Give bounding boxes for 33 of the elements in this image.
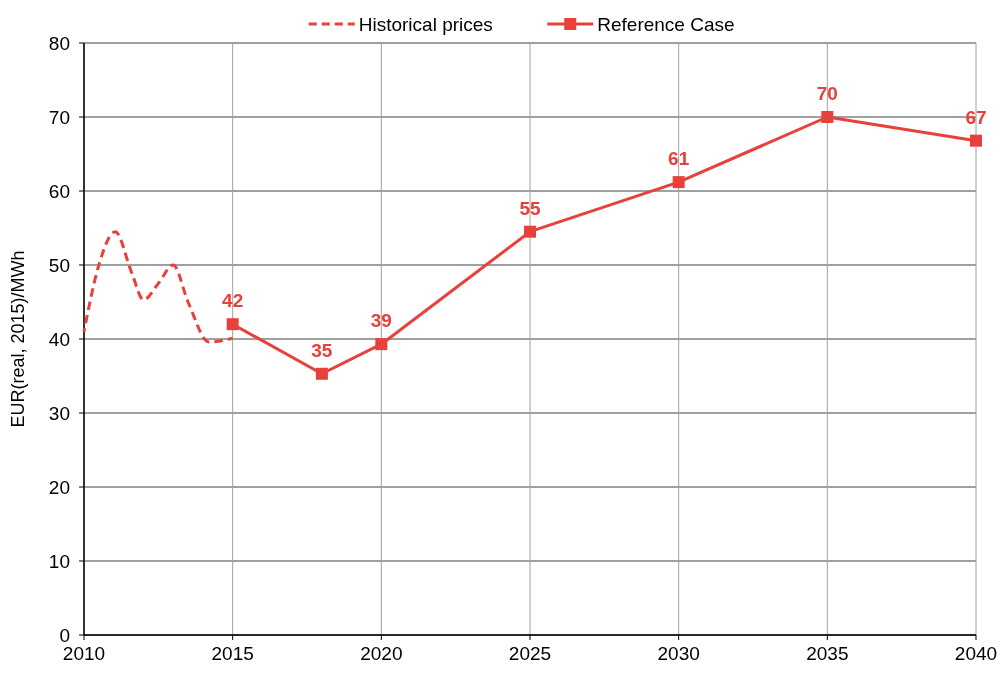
point <box>375 338 388 351</box>
x-tick-label: 2040 <box>954 643 998 664</box>
y-tick-label: 30 <box>48 403 70 424</box>
data-label: 35 <box>311 339 333 361</box>
y-axis-title: EUR(real, 2015)/MWh <box>8 250 28 428</box>
data-label: 55 <box>519 197 541 219</box>
point <box>821 111 834 123</box>
y-tick-label: 10 <box>48 551 70 572</box>
x-tick-label: 2010 <box>62 643 106 664</box>
legend-label: Reference Case <box>597 14 735 35</box>
y-tick-label: 70 <box>48 107 70 128</box>
data-label: 67 <box>965 106 987 128</box>
y-tick-label: 20 <box>48 477 70 498</box>
y-tick-label: 50 <box>48 255 70 276</box>
x-tick-label: 2035 <box>806 643 849 664</box>
point <box>524 225 536 238</box>
data-label: 42 <box>222 290 244 312</box>
y-tick-label: 60 <box>48 181 70 202</box>
point <box>970 134 982 147</box>
x-tick-label: 2030 <box>657 643 700 664</box>
y-tick-label: 40 <box>48 329 70 350</box>
y-tick-label: 0 <box>59 625 70 646</box>
point <box>315 367 328 380</box>
legend-label: Historical prices <box>358 14 493 35</box>
x-tick-label: 2015 <box>211 643 254 664</box>
data-label: 70 <box>816 83 838 104</box>
point <box>672 176 685 189</box>
data-label: 39 <box>370 310 392 332</box>
x-tick-label: 2025 <box>508 643 552 664</box>
data-label: 61 <box>668 148 690 170</box>
x-tick-label: 2020 <box>360 643 403 664</box>
point <box>226 318 239 331</box>
y-tick-label: 80 <box>48 33 70 54</box>
